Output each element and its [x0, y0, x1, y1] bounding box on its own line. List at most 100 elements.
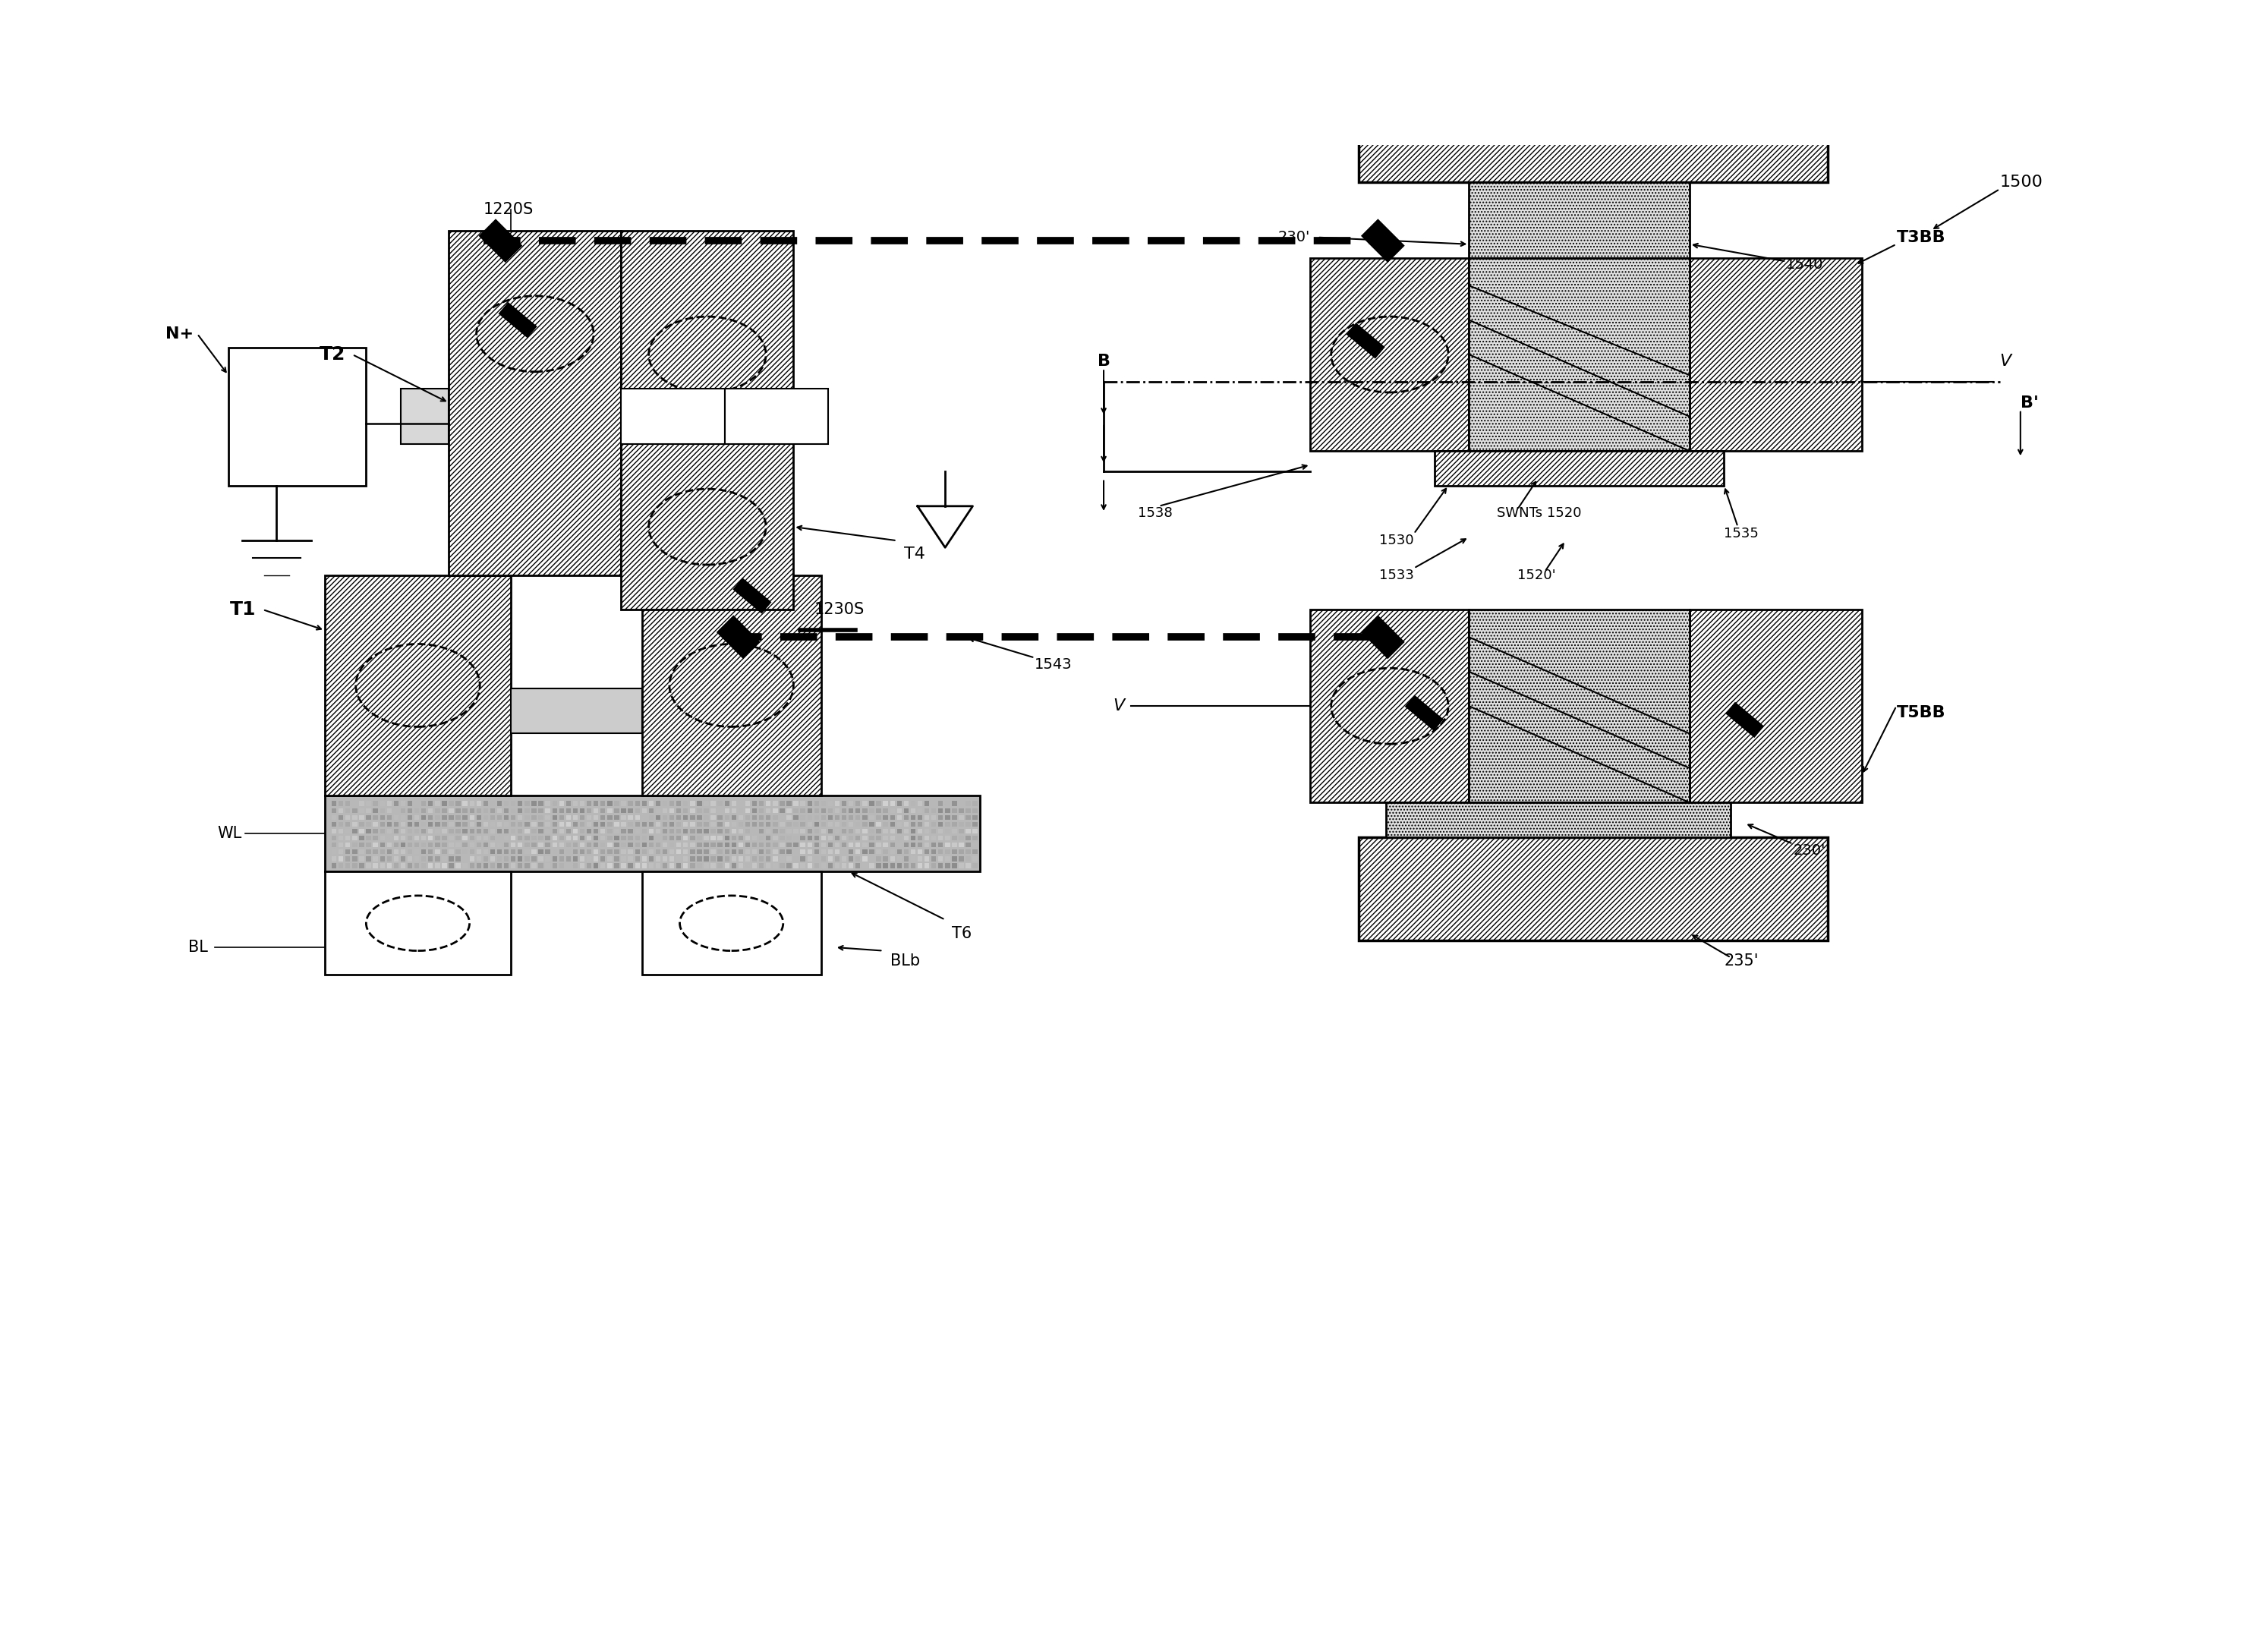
Bar: [594, 801, 599, 806]
Bar: [689, 801, 694, 806]
Bar: [669, 835, 674, 840]
Bar: [1359, 837, 1828, 940]
Bar: [358, 857, 365, 862]
Bar: [717, 814, 723, 819]
Bar: [919, 808, 923, 813]
Bar: [696, 842, 701, 847]
Bar: [456, 857, 460, 862]
Bar: [615, 814, 619, 819]
Bar: [615, 850, 619, 853]
Bar: [490, 814, 494, 819]
Bar: [794, 835, 798, 840]
Bar: [669, 829, 674, 834]
Bar: [581, 822, 585, 827]
Bar: [551, 822, 558, 827]
Bar: [959, 814, 964, 819]
Bar: [733, 808, 737, 813]
Bar: [739, 829, 744, 834]
Bar: [848, 835, 853, 840]
Bar: [497, 822, 501, 827]
Bar: [649, 801, 653, 806]
Bar: [780, 857, 785, 862]
Bar: [538, 822, 544, 827]
Bar: [615, 829, 619, 834]
Bar: [642, 822, 646, 827]
Bar: [388, 801, 392, 806]
Bar: [594, 829, 599, 834]
Bar: [801, 814, 805, 819]
Bar: [544, 863, 551, 868]
Bar: [551, 850, 558, 853]
Bar: [932, 850, 937, 853]
Bar: [1436, 451, 1724, 486]
Bar: [449, 863, 454, 868]
Bar: [753, 801, 758, 806]
Bar: [388, 822, 392, 827]
Bar: [510, 842, 515, 847]
Bar: [422, 814, 426, 819]
Bar: [683, 835, 687, 840]
Bar: [1311, 610, 1470, 803]
Bar: [669, 857, 674, 862]
Bar: [841, 850, 846, 853]
Bar: [483, 835, 488, 840]
Bar: [372, 829, 379, 834]
Bar: [807, 835, 812, 840]
Bar: [676, 822, 680, 827]
Bar: [544, 835, 551, 840]
Bar: [574, 842, 578, 847]
Bar: [524, 814, 528, 819]
Bar: [1470, 258, 1690, 451]
Bar: [862, 822, 866, 827]
Bar: [733, 850, 737, 853]
Bar: [628, 814, 633, 819]
Bar: [538, 850, 544, 853]
Bar: [469, 842, 474, 847]
Bar: [352, 842, 356, 847]
Bar: [560, 822, 565, 827]
Bar: [381, 808, 386, 813]
Bar: [345, 835, 349, 840]
Bar: [655, 808, 660, 813]
Bar: [828, 835, 832, 840]
Bar: [531, 842, 535, 847]
Bar: [919, 829, 923, 834]
Bar: [828, 863, 832, 868]
Bar: [395, 835, 399, 840]
Bar: [635, 801, 640, 806]
Bar: [594, 863, 599, 868]
Bar: [953, 822, 957, 827]
Bar: [848, 808, 853, 813]
Bar: [746, 857, 751, 862]
Bar: [794, 829, 798, 834]
Bar: [753, 822, 758, 827]
Bar: [787, 822, 792, 827]
Bar: [442, 835, 447, 840]
Bar: [710, 835, 717, 840]
Bar: [388, 829, 392, 834]
Bar: [345, 829, 349, 834]
Bar: [587, 801, 592, 806]
Bar: [953, 801, 957, 806]
Bar: [372, 850, 379, 853]
Bar: [476, 842, 481, 847]
Bar: [642, 857, 646, 862]
Bar: [490, 850, 494, 853]
Bar: [723, 808, 730, 813]
Bar: [973, 863, 978, 868]
Bar: [946, 829, 950, 834]
Bar: [442, 808, 447, 813]
Bar: [676, 835, 680, 840]
Bar: [463, 863, 467, 868]
Bar: [676, 808, 680, 813]
Bar: [642, 814, 646, 819]
Bar: [821, 801, 826, 806]
Bar: [841, 801, 846, 806]
Bar: [903, 850, 909, 853]
Bar: [567, 822, 572, 827]
Bar: [621, 389, 723, 445]
Bar: [628, 857, 633, 862]
Bar: [463, 857, 467, 862]
Bar: [696, 863, 701, 868]
Bar: [676, 842, 680, 847]
